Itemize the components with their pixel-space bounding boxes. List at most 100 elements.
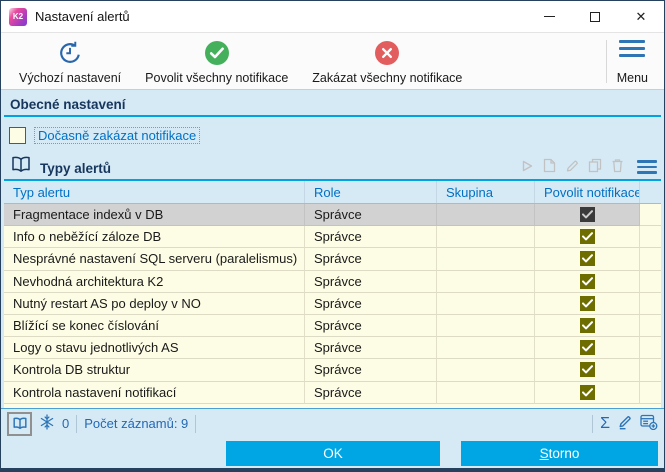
edit-pencil-icon[interactable]: [617, 414, 633, 433]
close-button[interactable]: ✕: [618, 1, 664, 32]
new-record-icon[interactable]: [543, 158, 556, 176]
notification-checkbox[interactable]: [579, 207, 595, 223]
minimize-icon: [543, 16, 555, 17]
open-book-icon: [10, 156, 32, 176]
table-row[interactable]: Nevhodná architektura K2 Správce: [4, 270, 661, 293]
row-filler: [640, 226, 661, 249]
status-separator: [195, 414, 197, 433]
dialog-body: Obecné nastavení Dočasně zakázat notifik…: [1, 90, 664, 408]
edit-icon[interactable]: [565, 159, 579, 176]
cell-skupina: [437, 226, 535, 249]
window-title: Nastavení alertů: [35, 9, 130, 24]
storno-button[interactable]: Storno: [461, 441, 658, 466]
column-header-role[interactable]: Role: [305, 181, 437, 203]
cell-skupina: [437, 337, 535, 360]
row-filler: [640, 204, 661, 227]
cell-povolit-notifikace: [535, 381, 640, 404]
row-filler: [640, 292, 661, 315]
disable-all-notifications-button[interactable]: Zakázat všechny notifikace: [300, 37, 474, 86]
cell-typ-alertu: Blížící se konec číslování: [4, 314, 305, 338]
storno-label: Storno: [539, 446, 580, 461]
sum-icon[interactable]: Σ: [600, 414, 610, 432]
minimize-button[interactable]: [526, 1, 572, 32]
add-form-icon[interactable]: [640, 414, 658, 433]
notification-checkbox[interactable]: [579, 273, 595, 289]
cell-povolit-notifikace: [535, 248, 640, 271]
enable-all-notifications-button[interactable]: Povolit všechny notifikace: [133, 37, 300, 86]
column-header-filler: [640, 181, 661, 203]
cell-skupina: [437, 270, 535, 293]
ok-label: OK: [323, 446, 343, 461]
table-header: Typ alertu Role Skupina Povolit notifika…: [4, 181, 661, 204]
notification-checkbox[interactable]: [579, 251, 595, 267]
notification-checkbox[interactable]: [579, 295, 595, 311]
notification-checkbox[interactable]: [579, 340, 595, 356]
table-menu-icon[interactable]: [637, 160, 657, 174]
table-row[interactable]: Logy o stavu jednotlivých AS Správce: [4, 337, 661, 360]
cell-typ-alertu: Logy o stavu jednotlivých AS: [4, 337, 305, 360]
default-settings-button[interactable]: Výchozí nastavení: [7, 37, 133, 86]
column-header-skupina[interactable]: Skupina: [437, 181, 535, 203]
cell-typ-alertu: Nevhodná architektura K2: [4, 270, 305, 293]
cell-povolit-notifikace: [535, 204, 640, 227]
cell-typ-alertu: Fragmentace indexů v DB: [4, 204, 305, 227]
row-filler: [640, 248, 661, 271]
cell-role: Správce: [305, 248, 437, 271]
cell-role: Správce: [305, 381, 437, 404]
row-filler: [640, 381, 661, 404]
cell-role: Správce: [305, 314, 437, 338]
table-row[interactable]: Blížící se konec číslování Správce: [4, 314, 661, 338]
column-header-povolit-notifikace[interactable]: Povolit notifikace: [535, 181, 640, 203]
status-separator: [76, 414, 78, 433]
reset-clock-icon: [57, 38, 83, 67]
cell-role: Správce: [305, 204, 437, 227]
maximize-button[interactable]: [572, 1, 618, 32]
k2-app-icon: K2: [9, 7, 27, 26]
cell-povolit-notifikace: [535, 314, 640, 338]
cell-typ-alertu: Info o neběžící záloze DB: [4, 226, 305, 249]
row-filler: [640, 270, 661, 293]
cell-role: Správce: [305, 270, 437, 293]
run-icon[interactable]: [520, 159, 534, 176]
cell-skupina: [437, 248, 535, 271]
notification-checkbox[interactable]: [579, 384, 595, 400]
table-row[interactable]: Nesprávné nastavení SQL serveru (paralel…: [4, 248, 661, 271]
title-bar: K2 Nastavení alertů ✕: [1, 1, 664, 32]
copy-icon[interactable]: [588, 158, 602, 176]
table-row[interactable]: Nutný restart AS po deploy v NO Správce: [4, 292, 661, 315]
table-row[interactable]: Fragmentace indexů v DB Správce: [4, 204, 661, 227]
dialog-footer: OK Storno: [1, 438, 664, 468]
cell-role: Správce: [305, 359, 437, 382]
notification-checkbox[interactable]: [579, 318, 595, 334]
table-body: Fragmentace indexů v DB Správce Info o neb…: [4, 204, 661, 408]
temporary-disable-row: Dočasně zakázat notifikace: [9, 126, 656, 145]
temporary-disable-checkbox[interactable]: [9, 127, 26, 144]
cell-typ-alertu: Kontrola nastavení notifikací: [4, 381, 305, 404]
table-row[interactable]: Kontrola DB struktur Správce: [4, 359, 661, 382]
cell-skupina: [437, 204, 535, 227]
cell-role: Správce: [305, 292, 437, 315]
general-settings-header: Obecné nastavení: [4, 90, 661, 117]
alert-types-title: Typy alertů: [40, 161, 112, 176]
delete-icon[interactable]: [611, 158, 624, 176]
ok-button[interactable]: OK: [226, 441, 440, 466]
row-filler: [640, 359, 661, 382]
cell-povolit-notifikace: [535, 292, 640, 315]
cell-povolit-notifikace: [535, 337, 640, 360]
cell-skupina: [437, 292, 535, 315]
notification-checkbox[interactable]: [579, 229, 595, 245]
column-header-typ-alertu[interactable]: Typ alertu: [4, 181, 305, 203]
cell-skupina: [437, 381, 535, 404]
table-row[interactable]: Kontrola nastavení notifikací Správce: [4, 381, 661, 404]
book-view-button[interactable]: [7, 411, 32, 436]
row-filler: [640, 314, 661, 338]
default-settings-label: Výchozí nastavení: [19, 71, 122, 85]
check-circle-icon: [204, 38, 230, 67]
temporary-disable-label[interactable]: Dočasně zakázat notifikace: [34, 127, 201, 144]
menu-button[interactable]: Menu: [607, 37, 658, 86]
cell-skupina: [437, 359, 535, 382]
window-controls: ✕: [526, 1, 664, 32]
table-row[interactable]: Info o neběžící záloze DB Správce: [4, 226, 661, 249]
notification-checkbox[interactable]: [579, 362, 595, 378]
x-circle-icon: [374, 38, 400, 67]
